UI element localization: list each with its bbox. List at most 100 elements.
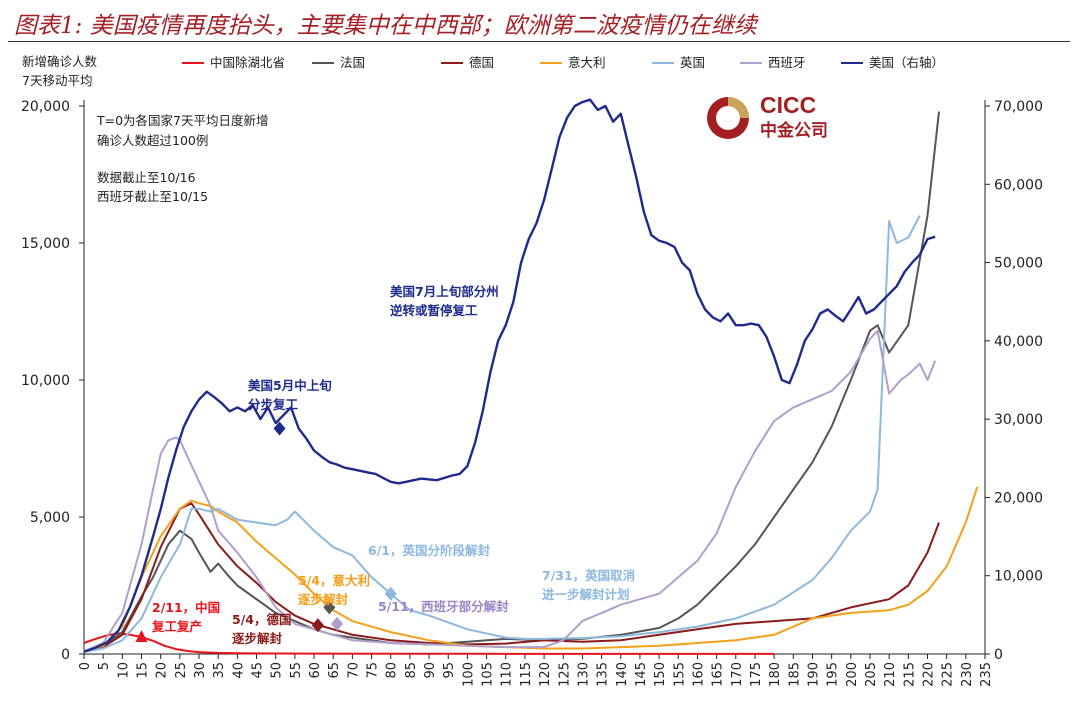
x-tick-label: 200 [845, 662, 860, 687]
x-tick-label: 75 [366, 662, 381, 679]
x-tick-label: 110 [500, 662, 515, 687]
x-tick-label: 115 [519, 662, 534, 687]
axes: 0 5,000 10,000 15,000 20,000 0 10,000 20,000 30,… [21, 99, 1043, 687]
legend-label: 英国 [680, 55, 705, 70]
y2-tick-label: 70,000 [994, 99, 1043, 115]
x-tick-label: 165 [711, 662, 726, 687]
x-tick-label: 205 [864, 662, 879, 687]
x-tick-label: 0 [78, 662, 93, 670]
logo: CICC 中金公司 [707, 92, 828, 141]
x-tick-label: 95 [442, 662, 457, 679]
x-tick-label: 145 [634, 662, 649, 687]
annotation-text: 美国7月上旬部分州 [390, 284, 499, 299]
chart-note: 数据截止至10/16 [97, 170, 196, 185]
annotation-text: 7/31，英国取消 [542, 568, 636, 583]
annotation-text: 逐步解封 [298, 592, 349, 607]
x-tick-label: 50 [270, 662, 285, 679]
x-tick-label: 175 [749, 662, 764, 687]
x-tick-label: 80 [385, 662, 400, 679]
x-tick-label: 45 [251, 662, 266, 679]
x-tick-label: 190 [806, 662, 821, 687]
y-axis-label: 新增确诊人数 7天移动平均 [22, 54, 98, 88]
y-tick-label: 20,000 [21, 99, 70, 115]
y-tick-label: 0 [61, 647, 70, 663]
x-tick-label: 130 [576, 662, 591, 687]
y-tick-label: 5,000 [30, 510, 70, 526]
legend-label: 美国（右轴） [869, 55, 944, 70]
legend-label: 德国 [469, 55, 494, 70]
y2-tick-label: 60,000 [994, 177, 1043, 193]
x-tick-label: 15 [136, 662, 151, 679]
y2-tick-label: 40,000 [994, 334, 1043, 350]
event-marker [384, 586, 397, 601]
x-tick-label: 35 [212, 662, 227, 679]
event-marker [323, 600, 336, 615]
x-tick-label: 140 [615, 662, 630, 687]
annotation-text: 复工复产 [151, 619, 202, 634]
annotation-text: 分步复工 [248, 397, 299, 412]
page-title: 图表1: 美国疫情再度抬头，主要集中在中西部；欧洲第二波疫情仍在继续 [14, 13, 757, 39]
series-line [83, 98, 936, 653]
x-tick-label: 105 [481, 662, 496, 687]
event-marker [135, 630, 148, 643]
logo-ring-accent [728, 97, 749, 118]
x-tick-label: 125 [557, 662, 572, 687]
x-tick-label: 155 [672, 662, 687, 687]
y-axis-label-line: 7天移动平均 [22, 73, 92, 88]
event-markers [135, 421, 397, 643]
x-tick-label: 210 [883, 662, 898, 687]
event-marker [273, 421, 286, 436]
series-lines [83, 98, 979, 655]
y2-tick-label: 0 [994, 647, 1003, 663]
x-tick-label: 25 [174, 662, 189, 679]
x-tick-label: 120 [538, 662, 553, 687]
y-axis-label-line: 新增确诊人数 [22, 54, 98, 69]
x-tick-label: 90 [423, 662, 438, 679]
annotation-text: 5/11，西班牙部分解封 [378, 599, 509, 614]
y2-tick-label: 20,000 [994, 490, 1043, 506]
x-tick-label: 195 [826, 662, 841, 687]
logo-name-cn: 中金公司 [760, 120, 828, 141]
legend-label: 意大利 [568, 55, 606, 70]
y2-tick-label: 30,000 [994, 412, 1043, 428]
x-tick-label: 65 [327, 662, 342, 679]
x-tick-label: 40 [231, 662, 246, 679]
x-tick-label: 180 [768, 662, 783, 687]
x-tick-label: 235 [979, 662, 994, 687]
x-tick-label: 10 [116, 662, 131, 679]
x-tick-label: 60 [308, 662, 323, 679]
chart-note: 确诊人数超过100例 [97, 133, 208, 148]
x-tick-label: 225 [941, 662, 956, 687]
y2-tick-label: 10,000 [994, 569, 1043, 585]
legend-label: 法国 [340, 55, 365, 70]
title-rule [8, 41, 1070, 42]
x-tick-label: 135 [596, 662, 611, 687]
legend: 中国除湖北省 法国 德国 意大利 英国 西班牙 美国（右轴） [182, 55, 944, 70]
annotation-text: 逐步解封 [232, 631, 283, 646]
annotation-text: 6/1，英国分阶段解封 [368, 543, 490, 558]
x-tick-label: 220 [921, 662, 936, 687]
x-tick-label: 85 [404, 662, 419, 679]
x-tick-label: 230 [960, 662, 975, 687]
legend-label: 西班牙 [768, 55, 806, 70]
x-tick-label: 185 [787, 662, 802, 687]
series-line [83, 486, 979, 653]
y-tick-label: 15,000 [21, 236, 70, 252]
series-line [83, 502, 940, 653]
chart-note: T=0为各国家7天平均日度新增 [96, 113, 269, 128]
logo-name-en: CICC [760, 92, 816, 118]
event-marker [311, 618, 324, 633]
x-tick-label: 20 [155, 662, 170, 679]
x-tick-label: 100 [461, 662, 476, 687]
x-tick-label: 215 [902, 662, 917, 687]
chart-note: 西班牙截止至10/15 [97, 189, 208, 204]
series-line [83, 111, 940, 653]
logo-ring-inner [716, 106, 740, 130]
x-tick-label: 5 [97, 662, 112, 670]
x-tick-label: 30 [193, 662, 208, 679]
header: 图表1: 美国疫情再度抬头，主要集中在中西部；欧洲第二波疫情仍在继续 [0, 0, 1080, 46]
legend-label: 中国除湖北省 [210, 55, 285, 70]
